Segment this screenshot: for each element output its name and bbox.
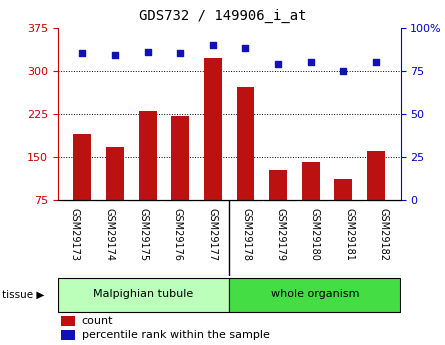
Text: GSM29175: GSM29175 — [138, 208, 149, 261]
Text: whole organism: whole organism — [271, 289, 359, 299]
Bar — [229, 278, 400, 312]
Text: tissue ▶: tissue ▶ — [2, 290, 44, 300]
Text: GSM29174: GSM29174 — [104, 208, 114, 261]
Text: GSM29181: GSM29181 — [344, 208, 354, 260]
Point — [340, 68, 347, 73]
Text: percentile rank within the sample: percentile rank within the sample — [82, 330, 270, 340]
Bar — [236, 87, 255, 243]
Point — [144, 49, 151, 55]
Text: GSM29177: GSM29177 — [207, 208, 217, 261]
Bar — [302, 161, 320, 243]
Point — [209, 42, 216, 48]
Text: GSM29179: GSM29179 — [275, 208, 286, 261]
Bar — [106, 147, 124, 243]
Text: GSM29182: GSM29182 — [378, 208, 388, 261]
Bar — [367, 151, 385, 243]
Point — [372, 59, 380, 65]
Point — [177, 51, 184, 56]
Bar — [139, 111, 157, 243]
Text: GSM29178: GSM29178 — [241, 208, 251, 261]
Bar — [204, 58, 222, 243]
Text: GSM29173: GSM29173 — [70, 208, 80, 261]
Bar — [58, 278, 229, 312]
Bar — [73, 134, 91, 243]
Point — [242, 46, 249, 51]
Bar — [61, 330, 75, 340]
Bar — [171, 116, 189, 243]
Text: Malpighian tubule: Malpighian tubule — [93, 289, 194, 299]
Bar — [269, 170, 287, 243]
Point — [111, 52, 118, 58]
Text: count: count — [82, 316, 113, 326]
Text: GSM29180: GSM29180 — [310, 208, 320, 260]
Point — [307, 59, 314, 65]
Bar — [334, 179, 352, 243]
Point — [79, 51, 86, 56]
Text: GDS732 / 149906_i_at: GDS732 / 149906_i_at — [139, 9, 306, 23]
Point — [275, 61, 282, 67]
Text: GSM29176: GSM29176 — [173, 208, 183, 261]
Bar — [61, 316, 75, 326]
